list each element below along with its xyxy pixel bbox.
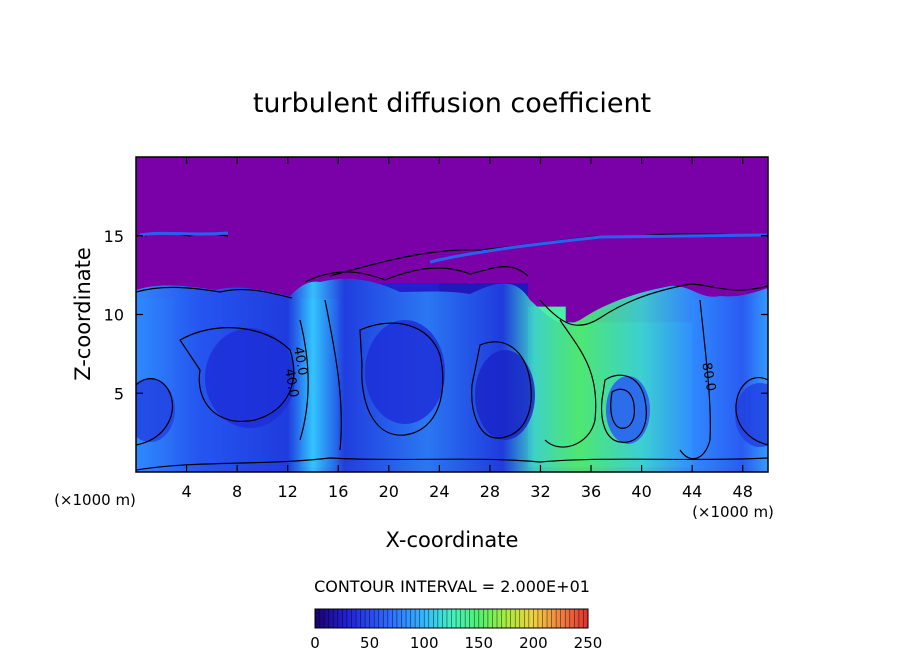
colorbar-tick-label: 250 [574, 634, 603, 652]
x-tick-label: 40 [631, 482, 651, 501]
colorbar-tick-label: 150 [464, 634, 493, 652]
contour-labels: 40.040.0 80.0 [281, 346, 718, 399]
eddy-core [205, 328, 295, 428]
eddy-core [735, 383, 768, 447]
eddy-core [365, 320, 445, 424]
x-tick-label: 20 [379, 482, 399, 501]
x-unit-label: (×1000 m) [692, 503, 774, 521]
x-tick-label: 48 [733, 482, 753, 501]
x-tick-label: 12 [278, 482, 298, 501]
eddy-core [606, 376, 650, 444]
contour-lines [136, 232, 768, 471]
upper-streaks [139, 231, 768, 264]
colorbar-tick-label: 50 [360, 634, 379, 652]
colorbar-tick-label: 100 [410, 634, 439, 652]
contour-label: 80.0 [698, 361, 718, 392]
colorbar-tick-label: 0 [310, 634, 320, 652]
y-tick-label: 15 [104, 227, 124, 246]
colorbar-ticks: 0 50 100 150 200 250 [310, 634, 602, 652]
contour-label: 40.0 [290, 346, 310, 377]
y-tick-label: 10 [104, 306, 124, 325]
x-ticks: 4 8 12 16 20 24 28 32 36 40 44 48 [181, 157, 753, 501]
x-tick-label: 36 [581, 482, 601, 501]
x-tick-label: 44 [682, 482, 702, 501]
x-tick-label: 16 [328, 482, 348, 501]
chart-title: turbulent diffusion coefficient [253, 88, 651, 119]
colorbar-tick-label: 200 [519, 634, 548, 652]
contour-interval-label: CONTOUR INTERVAL = 2.000E+01 [314, 577, 590, 596]
y-tick-label: 5 [114, 384, 124, 403]
y-axis-label: Z-coordinate [71, 247, 95, 381]
plot-area [136, 157, 768, 472]
x-tick-label: 32 [530, 482, 550, 501]
z-unit-label: (×1000 m) [54, 491, 136, 509]
x-tick-label: 24 [429, 482, 449, 501]
x-tick-label: 4 [181, 482, 191, 501]
y-ticks: 5 10 15 [104, 227, 768, 403]
contour-label: 40.0 [281, 368, 301, 399]
colorbar-stripes [319, 609, 584, 628]
x-axis-label: X-coordinate [386, 528, 519, 552]
x-tick-label: 8 [232, 482, 242, 501]
eddy-core [136, 378, 175, 442]
eddy-core [475, 350, 535, 440]
x-tick-label: 28 [480, 482, 500, 501]
